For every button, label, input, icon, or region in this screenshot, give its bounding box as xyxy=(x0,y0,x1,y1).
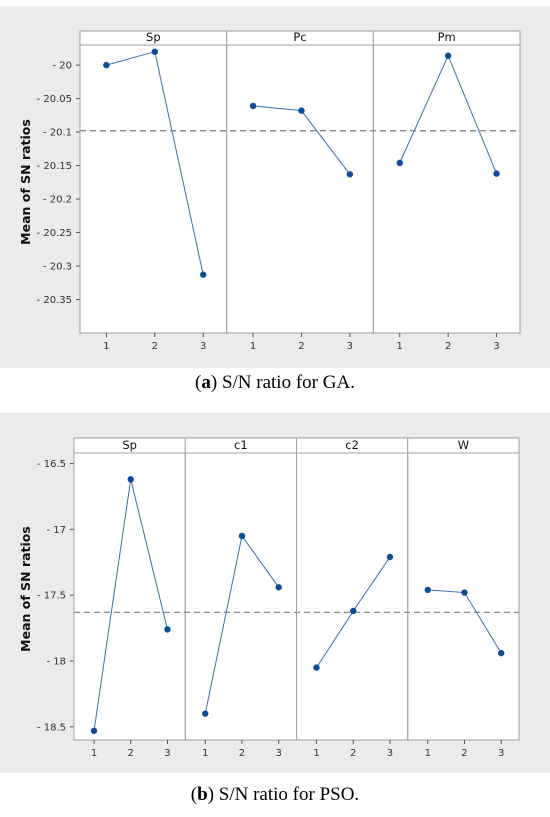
data-point xyxy=(346,171,354,178)
x-tick-label: 3 xyxy=(164,748,170,759)
x-tick-label: 2 xyxy=(461,748,467,759)
x-tick-label: 2 xyxy=(239,748,245,759)
panel-title: c1 xyxy=(234,438,248,452)
x-tick-label: 2 xyxy=(128,748,134,759)
x-tick-label: 2 xyxy=(445,341,451,352)
x-tick-label: 1 xyxy=(91,748,97,759)
x-tick-label: 3 xyxy=(498,748,504,759)
data-point xyxy=(249,102,257,110)
data-point xyxy=(90,727,98,734)
x-tick-label: 1 xyxy=(425,748,431,759)
data-point xyxy=(127,476,134,483)
panel-title: Pm xyxy=(438,30,456,44)
caption-b: (b) S/N ratio for PSO. xyxy=(190,784,360,805)
x-tick-label: 3 xyxy=(347,341,353,352)
x-tick-label: 1 xyxy=(103,341,109,352)
data-point xyxy=(424,586,431,594)
x-tick-label: 3 xyxy=(493,341,499,352)
panel-frame xyxy=(407,452,520,741)
panel-frame xyxy=(372,44,521,334)
y-tick-label: - 18.5 xyxy=(37,722,66,733)
y-tick-label: - 20.05 xyxy=(37,94,72,105)
y-tick-label: - 20 xyxy=(52,61,72,72)
x-tick-label: 2 xyxy=(350,748,356,759)
x-tick-label: 1 xyxy=(397,341,403,352)
data-point xyxy=(386,553,394,561)
caption-a: (a) S/N ratio for GA. xyxy=(195,372,355,393)
y-tick-label: - 20.1 xyxy=(43,128,72,139)
data-point xyxy=(444,52,452,59)
data-point xyxy=(202,710,209,717)
ga-sn-ratio-chart: - 20 - 20.05 - 20.1 - 20.15 - 20.2 - 20.25 - 2… xyxy=(18,30,521,352)
data-point xyxy=(200,271,207,278)
x-tick-label: 1 xyxy=(313,748,319,759)
panel-title: Pc xyxy=(293,30,306,44)
y-tick-label: - 18 xyxy=(46,657,66,668)
x-tick-label: 1 xyxy=(250,341,256,352)
data-point xyxy=(493,170,500,177)
x-tick-label: 3 xyxy=(276,748,282,759)
data-point xyxy=(238,532,246,540)
data-point xyxy=(461,589,468,596)
panel-title: W xyxy=(458,438,469,452)
y-tick-label: - 17 xyxy=(46,525,66,536)
x-tick-label: 1 xyxy=(202,748,208,759)
x-tick-label: 3 xyxy=(200,341,206,352)
figure-b-panel: - 16.5 - 17 - 17.5 - 18 - 18.5 Mean of SN rat… xyxy=(0,413,550,773)
data-point xyxy=(103,61,110,69)
y-axis-label: Mean of SN ratios xyxy=(18,119,33,245)
data-point xyxy=(313,664,320,671)
y-tick-label: - 20.3 xyxy=(43,262,72,273)
x-tick-label: 2 xyxy=(152,341,158,352)
data-point xyxy=(164,626,171,633)
x-tick-label: 3 xyxy=(387,748,393,759)
figure-a-panel: - 20 - 20.05 - 20.1 - 20.15 - 20.2 - 20.25 - 2… xyxy=(0,6,550,368)
y-tick-label: - 20.15 xyxy=(37,161,72,172)
plot-area xyxy=(80,31,520,333)
data-point xyxy=(151,48,158,55)
data-point xyxy=(498,649,505,657)
panel-title: Sp xyxy=(122,438,137,452)
pso-sn-ratio-chart: - 16.5 - 17 - 17.5 - 18 - 18.5 Mean of SN rat… xyxy=(18,437,520,759)
panel-title: c2 xyxy=(345,438,359,452)
data-point xyxy=(275,584,282,591)
y-axis-label: Mean of SN ratios xyxy=(18,526,33,652)
panel-title: Sp xyxy=(146,30,161,44)
y-tick-label: - 20.25 xyxy=(37,228,72,239)
y-tick-label: - 17.5 xyxy=(37,591,66,602)
data-point xyxy=(350,607,357,615)
x-tick-label: 2 xyxy=(298,341,304,352)
data-point xyxy=(396,159,403,167)
y-tick-label: - 20.2 xyxy=(43,195,72,206)
y-tick-label: - 20.35 xyxy=(37,295,72,306)
y-tick-label: - 16.5 xyxy=(37,459,66,470)
data-point xyxy=(298,107,305,114)
